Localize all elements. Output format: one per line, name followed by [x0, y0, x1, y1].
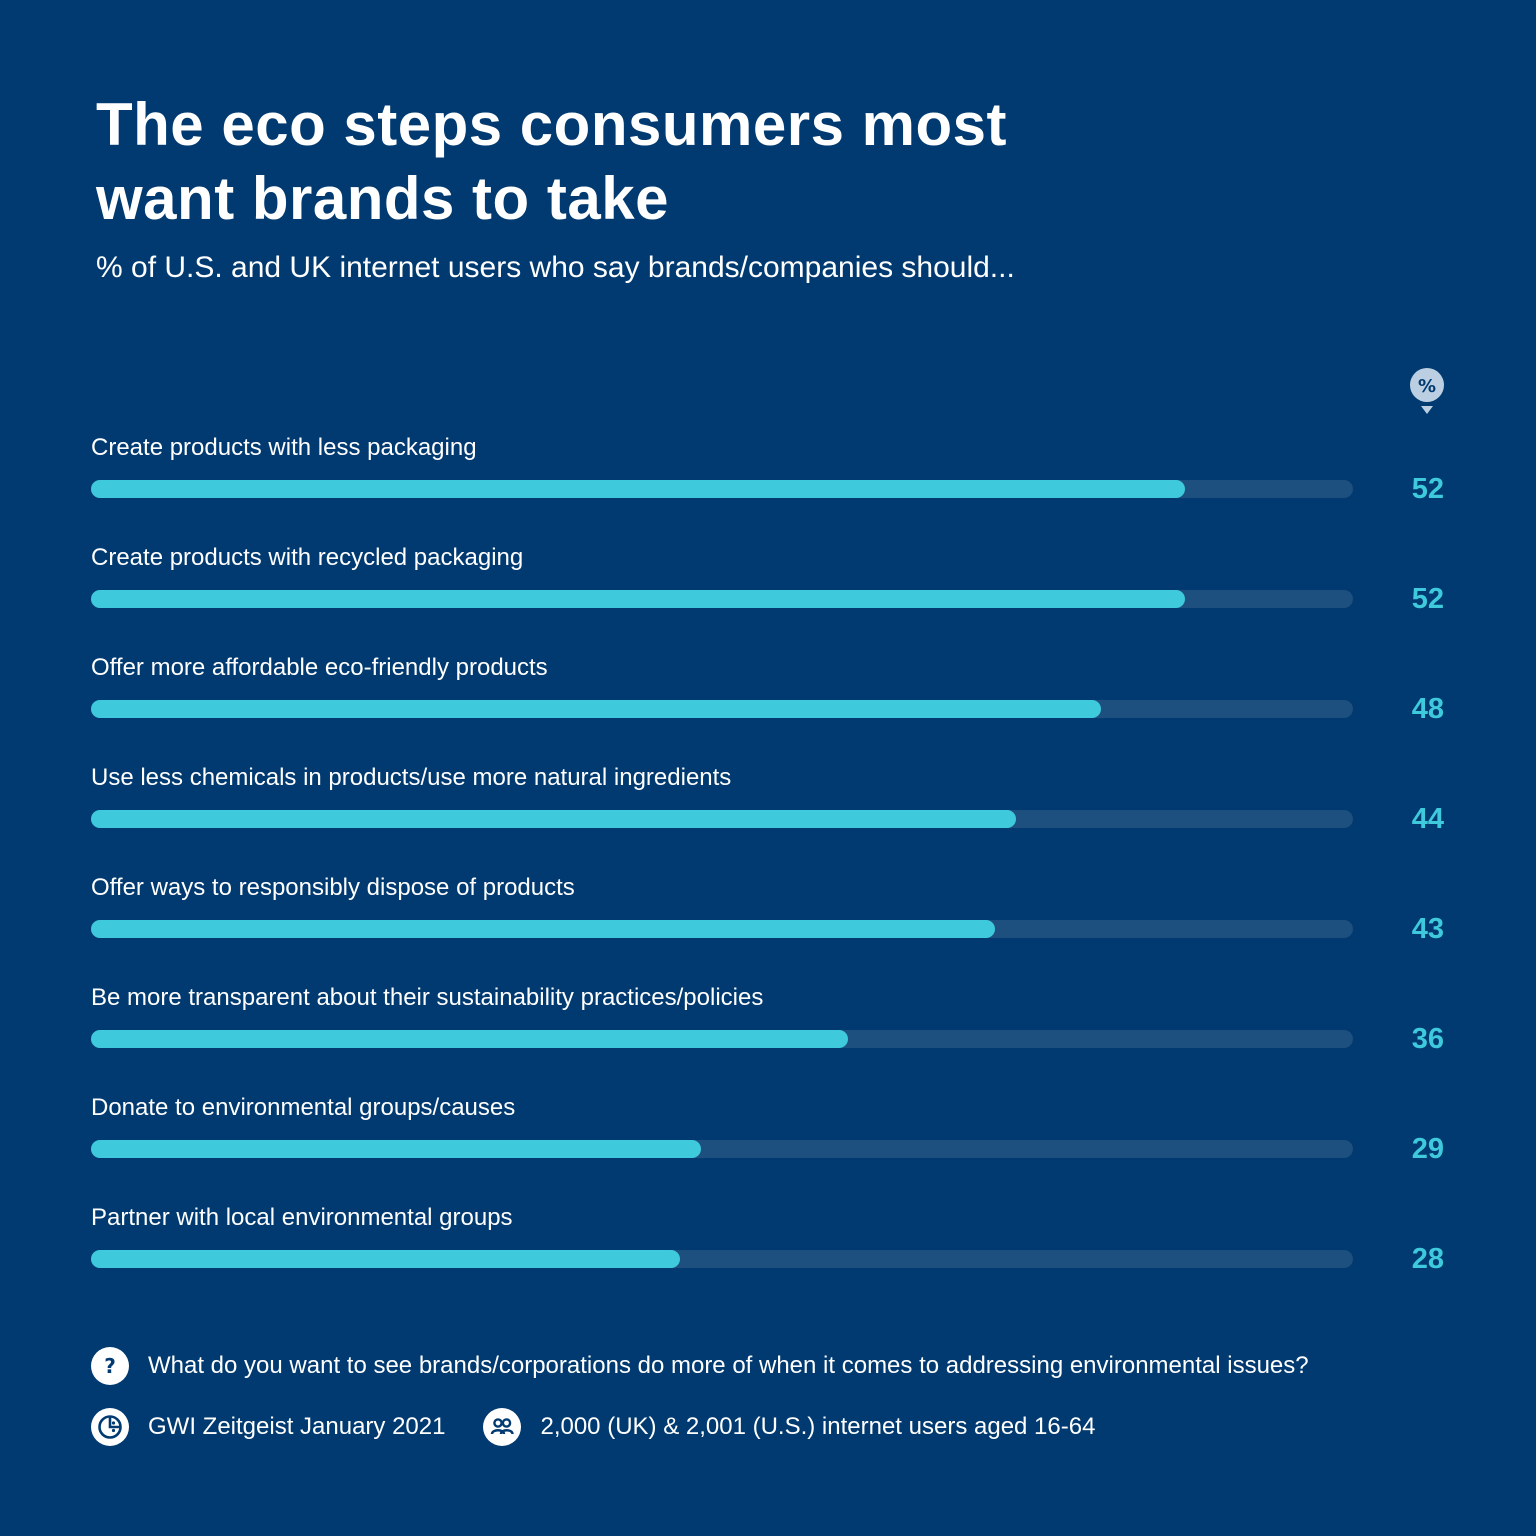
bar-label: Offer ways to responsibly dispose of pro…: [91, 874, 575, 901]
bar: [91, 700, 1101, 718]
bar-label: Partner with local environmental groups: [91, 1204, 513, 1231]
bar-row: Create products with recycled packaging 5…: [91, 543, 1451, 623]
bar-row: Use less chemicals in products/use more …: [91, 763, 1451, 843]
bar: [91, 480, 1185, 498]
bar: [91, 1250, 680, 1268]
bar: [91, 1030, 848, 1048]
bar-label: Use less chemicals in products/use more …: [91, 764, 732, 791]
chart-title-line-2: want brands to take: [96, 165, 669, 232]
bar-track: [91, 920, 1353, 938]
footer-question: ? What do you want to see brands/corpora…: [91, 1347, 1309, 1385]
chart-title-line-1: The eco steps consumers most: [96, 91, 1007, 158]
bar: [91, 1140, 701, 1158]
bar-row: Be more transparent about their sustaina…: [91, 983, 1451, 1063]
source-text: GWI Zeitgeist January 2021: [148, 1413, 446, 1440]
sample-text: 2,000 (UK) & 2,001 (U.S.) internet users…: [540, 1413, 1096, 1440]
bar-value-label: 36: [1411, 1023, 1444, 1055]
bar-track: [91, 480, 1353, 498]
bar-track: [91, 1250, 1353, 1268]
bar: [91, 810, 1016, 828]
people-icon: [483, 1408, 522, 1446]
question-glyph: ?: [104, 1354, 116, 1378]
bar-label: Donate to environmental groups/causes: [91, 1094, 516, 1121]
bar-row: Offer ways to responsibly dispose of pro…: [91, 873, 1451, 953]
bar: [91, 920, 995, 938]
bar-value-label: 29: [1411, 1133, 1444, 1165]
bar-label: Create products with recycled packaging: [91, 544, 524, 571]
chart-title: The eco steps consumers most want brands…: [96, 88, 1196, 236]
bar-track: [91, 590, 1353, 608]
bar-label: Offer more affordable eco-friendly produ…: [91, 654, 548, 681]
bar-track: [91, 700, 1353, 718]
bar-value-label: 44: [1411, 803, 1444, 835]
bar-label: Create products with less packaging: [91, 434, 477, 461]
bar-value-label: 48: [1411, 693, 1444, 725]
percent-badge-icon: %: [1410, 368, 1444, 414]
bar-track: [91, 1030, 1353, 1048]
bar-label: Be more transparent about their sustaina…: [91, 984, 764, 1011]
percent-badge-label: %: [1418, 376, 1436, 397]
bar-row: Offer more affordable eco-friendly produ…: [91, 653, 1451, 733]
bar-row: Partner with local environmental groups 2…: [91, 1203, 1451, 1283]
bar-row: Create products with less packaging 52: [91, 433, 1451, 513]
bar-value-label: 43: [1411, 913, 1444, 945]
chart-subtitle: % of U.S. and UK internet users who say …: [96, 251, 1015, 284]
bar-row: Donate to environmental groups/causes 29: [91, 1093, 1451, 1173]
question-icon: ?: [91, 1347, 129, 1385]
bar-track: [91, 1140, 1353, 1158]
bar-value-label: 28: [1411, 1243, 1444, 1275]
footer-source: GWI Zeitgeist January 2021 2,000 (UK) & …: [91, 1408, 1095, 1446]
pie-chart-icon: [91, 1408, 129, 1446]
bar-track: [91, 810, 1353, 828]
bar-value-label: 52: [1411, 583, 1444, 615]
bar: [91, 590, 1185, 608]
bar-value-label: 52: [1411, 473, 1444, 505]
question-text: What do you want to see brands/corporati…: [148, 1352, 1309, 1379]
